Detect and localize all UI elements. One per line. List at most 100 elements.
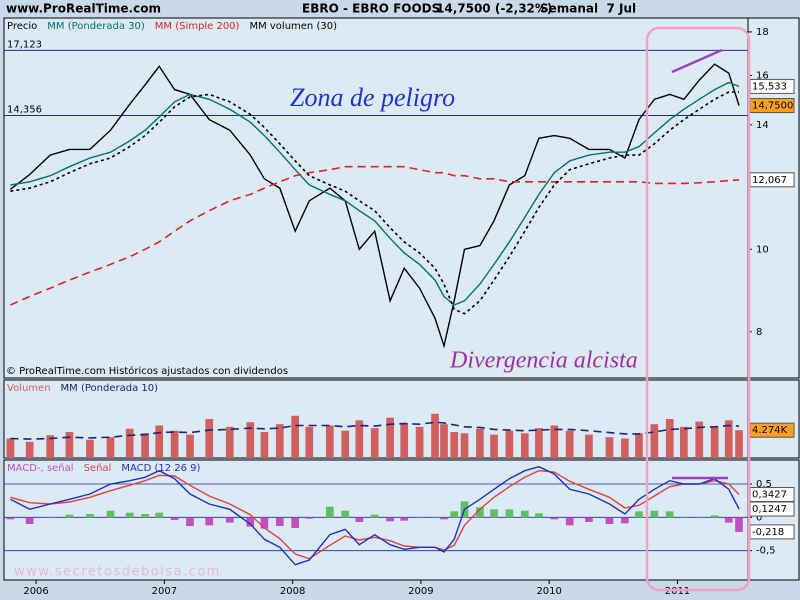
legend-entry: Señal [84, 463, 112, 474]
bar [305, 426, 314, 458]
bar [155, 425, 164, 458]
bar [141, 433, 149, 458]
bar [291, 517, 300, 528]
annotation: www.secretosdebolsa.com [14, 565, 221, 580]
value-tag-label: 12,067 [752, 175, 787, 186]
axis-area [747, 459, 800, 581]
series-line [10, 421, 740, 440]
y-tick-label: 18 [756, 27, 769, 38]
bar [605, 437, 614, 458]
bar [490, 434, 498, 458]
bar [476, 428, 484, 458]
bar [415, 517, 424, 518]
value-tag-label: 0,1247 [752, 504, 787, 515]
bar [710, 515, 719, 518]
series-line [10, 81, 740, 306]
bar [724, 517, 733, 523]
axis-area [747, 379, 800, 459]
value-tag-label: 14,7500 [752, 101, 793, 112]
bar [141, 514, 149, 518]
bar [225, 517, 234, 523]
legend-entry: Precio [7, 21, 37, 32]
bar [431, 517, 439, 518]
bar [125, 428, 134, 458]
legend-entry: MM volumen (30) [249, 21, 337, 32]
bar [355, 517, 364, 522]
bar [565, 430, 574, 458]
bar [621, 517, 629, 524]
bar [680, 517, 688, 518]
bar [106, 437, 115, 458]
y-tick-label: 0 [756, 512, 762, 523]
bar [735, 430, 743, 458]
series-line [9, 63, 740, 349]
reference-label: 17,123 [7, 39, 42, 50]
y-tick-label: 0,5 [756, 479, 772, 490]
bar [680, 426, 688, 458]
legend-entry: Volumen [7, 383, 51, 394]
bar [125, 512, 134, 518]
bar [505, 430, 514, 458]
bar [400, 517, 409, 521]
x-tick-label: 2011 [665, 586, 690, 597]
bar [450, 432, 459, 458]
x-tick-label: 2009 [408, 586, 433, 597]
x-tick-label: 2008 [280, 586, 305, 597]
bar [605, 517, 614, 524]
highlight-box [645, 26, 751, 592]
series-line [10, 165, 740, 306]
bar [695, 517, 704, 518]
bar [415, 426, 424, 458]
bar [246, 422, 255, 458]
bar [86, 439, 94, 458]
bar [710, 426, 719, 458]
annotation: Zona de peligro [290, 83, 455, 112]
site: www.ProRealTime.com [6, 2, 161, 16]
bar [260, 517, 269, 529]
bar [621, 438, 629, 458]
bar [186, 434, 194, 458]
quote: 14,7500 (-2,32%) [436, 2, 552, 16]
bar [460, 433, 469, 458]
legend-entry: MM (Ponderada 10) [61, 383, 159, 394]
value-tag-label: 4.274K [752, 425, 788, 436]
bar [6, 517, 15, 520]
bar [205, 419, 214, 458]
bar [400, 422, 409, 458]
bar [635, 511, 643, 518]
bar [386, 517, 394, 522]
bar [650, 510, 659, 518]
series-line [10, 469, 740, 560]
bar [106, 510, 115, 518]
bar [186, 517, 194, 526]
legend-entry: MACD-, señal [7, 463, 74, 474]
x-tick-label: 2007 [152, 586, 177, 597]
bar [550, 517, 559, 520]
bar [665, 511, 674, 518]
bar [65, 432, 74, 458]
bar [341, 430, 350, 458]
annotation: Divergencia alcista [449, 348, 638, 374]
value-tag-label: 0,3427 [752, 489, 787, 500]
bar [635, 433, 643, 458]
bar [665, 419, 674, 458]
bar [724, 420, 733, 458]
bar [386, 417, 394, 458]
bar [370, 428, 379, 458]
value-tag-label: 15,533 [752, 81, 787, 92]
value-tag-label: -0,218 [752, 527, 784, 538]
bar [275, 424, 284, 458]
legend-entry: MM (Ponderada 30) [47, 21, 145, 32]
bar [650, 424, 659, 458]
bar [585, 434, 593, 458]
bar [325, 425, 334, 458]
bar [505, 509, 514, 518]
y-tick-label: -0,5 [756, 546, 776, 557]
bar [155, 512, 164, 518]
bar [275, 517, 284, 526]
bar [355, 420, 364, 458]
bar [440, 424, 448, 458]
trend-line [671, 48, 723, 74]
x-tick-label: 2010 [536, 586, 561, 597]
